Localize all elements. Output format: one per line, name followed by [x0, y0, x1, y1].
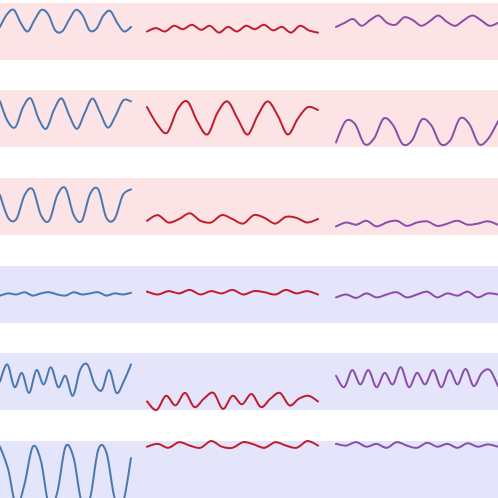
sparkline-row-3-col-2: [146, 212, 319, 225]
sparkline-row-6-col-1: [0, 443, 132, 498]
sparkline-row-6-col-2: [146, 439, 319, 450]
sparkline-lines: [0, 8, 498, 498]
sparkline-row-4-col-2: [146, 288, 319, 296]
sparkline-row-2-col-3: [335, 116, 498, 147]
sparkline-row-1-col-2: [146, 23, 319, 34]
sparkline-row-5-col-1: [0, 362, 132, 397]
row-band-1: [0, 3, 498, 60]
sparkline-row-1-col-3: [335, 14, 498, 28]
sparkline-row-2-col-2: [146, 100, 319, 136]
sparkline-row-6-col-3: [335, 441, 498, 449]
row-band-4: [0, 266, 498, 323]
row-band-3: [0, 178, 498, 235]
sparkline-row-3-col-3: [335, 219, 498, 228]
sparkline-row-5-col-3: [335, 366, 498, 389]
sparkline-row-5-col-2: [146, 391, 319, 412]
sparkline-row-2-col-1: [0, 97, 132, 130]
row-bands: [0, 3, 498, 498]
row-band-5: [0, 353, 498, 410]
sparkline-row-3-col-1: [0, 186, 132, 224]
row-band-6: [0, 441, 498, 498]
sparkline-row-4-col-3: [335, 290, 498, 299]
sparkline-row-1-col-1: [0, 8, 132, 34]
sparkline-row-4-col-1: [0, 291, 132, 297]
